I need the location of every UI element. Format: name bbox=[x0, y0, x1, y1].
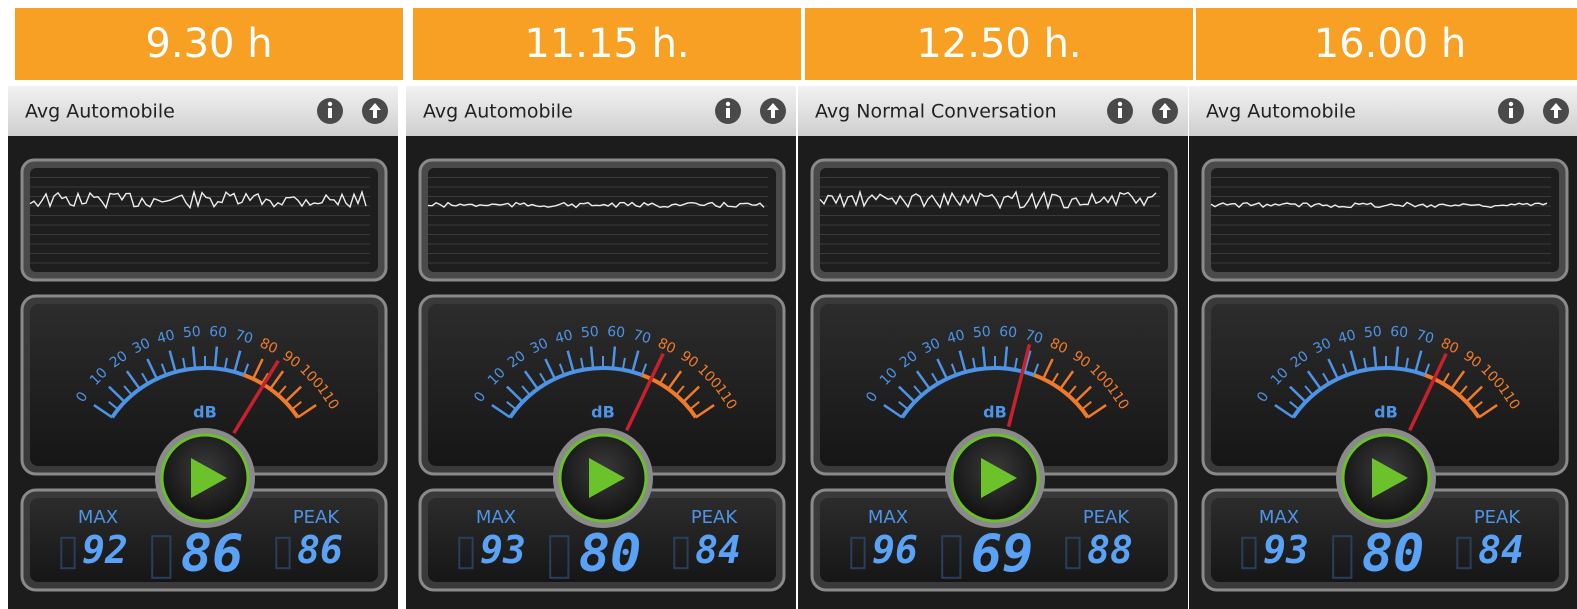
time-label: 11.15 h. bbox=[524, 21, 689, 67]
info-glyph bbox=[328, 108, 332, 118]
peak-label: PEAK bbox=[293, 507, 341, 528]
current-value: 86 bbox=[181, 524, 244, 584]
meter-panel: 9.30 hAvg Automobile01020304050607080901… bbox=[8, 8, 403, 609]
info-glyph-dot bbox=[1118, 102, 1122, 106]
panel-title: Avg Automobile bbox=[25, 101, 175, 123]
info-glyph-dot bbox=[1509, 102, 1513, 106]
waveform-screen bbox=[820, 168, 1168, 272]
panel-title: Avg Automobile bbox=[423, 101, 573, 123]
peak-label: PEAK bbox=[691, 507, 739, 528]
screenshot: 9.30 hAvg Automobile01020304050607080901… bbox=[0, 0, 1577, 609]
info-glyph bbox=[1118, 108, 1122, 118]
peak-label: PEAK bbox=[1083, 507, 1131, 528]
max-label: MAX bbox=[78, 507, 118, 528]
waveform-screen bbox=[30, 168, 378, 272]
gauge-unit: dB bbox=[983, 403, 1007, 422]
page: 9.30 hAvg Automobile01020304050607080901… bbox=[0, 0, 1577, 609]
time-label: 9.30 h bbox=[145, 21, 272, 67]
meter-panel: 12.50 h.Avg Normal Conversation010203040… bbox=[798, 8, 1193, 609]
max-value: 93 bbox=[480, 528, 526, 572]
max-value: 93 bbox=[1263, 528, 1309, 572]
gauge-tick-label: 60 bbox=[607, 324, 626, 342]
gauge-tick-label: 50 bbox=[1363, 324, 1382, 342]
meter-panel: 16.00 hAvg Automobile0102030405060708090… bbox=[1189, 8, 1577, 609]
info-glyph-dot bbox=[726, 102, 730, 106]
time-label: 16.00 h bbox=[1314, 21, 1467, 67]
max-label: MAX bbox=[868, 507, 908, 528]
gauge-tick-label: 50 bbox=[580, 324, 599, 342]
max-label: MAX bbox=[1259, 507, 1299, 528]
gauge-tick-label: 50 bbox=[182, 324, 201, 342]
peak-value: 88 bbox=[1087, 528, 1133, 572]
gauge-tick-label: 60 bbox=[999, 324, 1018, 342]
gauge-unit: dB bbox=[591, 403, 615, 422]
current-value: 69 bbox=[971, 524, 1034, 584]
panel-title: Avg Normal Conversation bbox=[815, 101, 1057, 123]
info-glyph bbox=[1509, 108, 1513, 118]
gauge-tick-label: 60 bbox=[209, 324, 228, 342]
peak-value: 84 bbox=[1478, 528, 1524, 572]
max-label: MAX bbox=[476, 507, 516, 528]
gauge-unit: dB bbox=[1374, 403, 1398, 422]
gauge-tick-label: 50 bbox=[972, 324, 991, 342]
info-glyph bbox=[726, 108, 730, 118]
current-value: 80 bbox=[1362, 524, 1425, 584]
peak-label: PEAK bbox=[1474, 507, 1522, 528]
peak-value: 84 bbox=[695, 528, 741, 572]
gauge-tick-label: 60 bbox=[1390, 324, 1409, 342]
current-value: 80 bbox=[579, 524, 642, 584]
waveform-screen bbox=[1211, 168, 1559, 272]
waveform-screen bbox=[428, 168, 776, 272]
peak-value: 86 bbox=[297, 528, 343, 572]
gauge-unit: dB bbox=[193, 403, 217, 422]
time-label: 12.50 h. bbox=[916, 21, 1081, 67]
info-glyph-dot bbox=[328, 102, 332, 106]
max-value: 92 bbox=[82, 528, 128, 572]
panel-title: Avg Automobile bbox=[1206, 101, 1356, 123]
max-value: 96 bbox=[872, 528, 918, 572]
